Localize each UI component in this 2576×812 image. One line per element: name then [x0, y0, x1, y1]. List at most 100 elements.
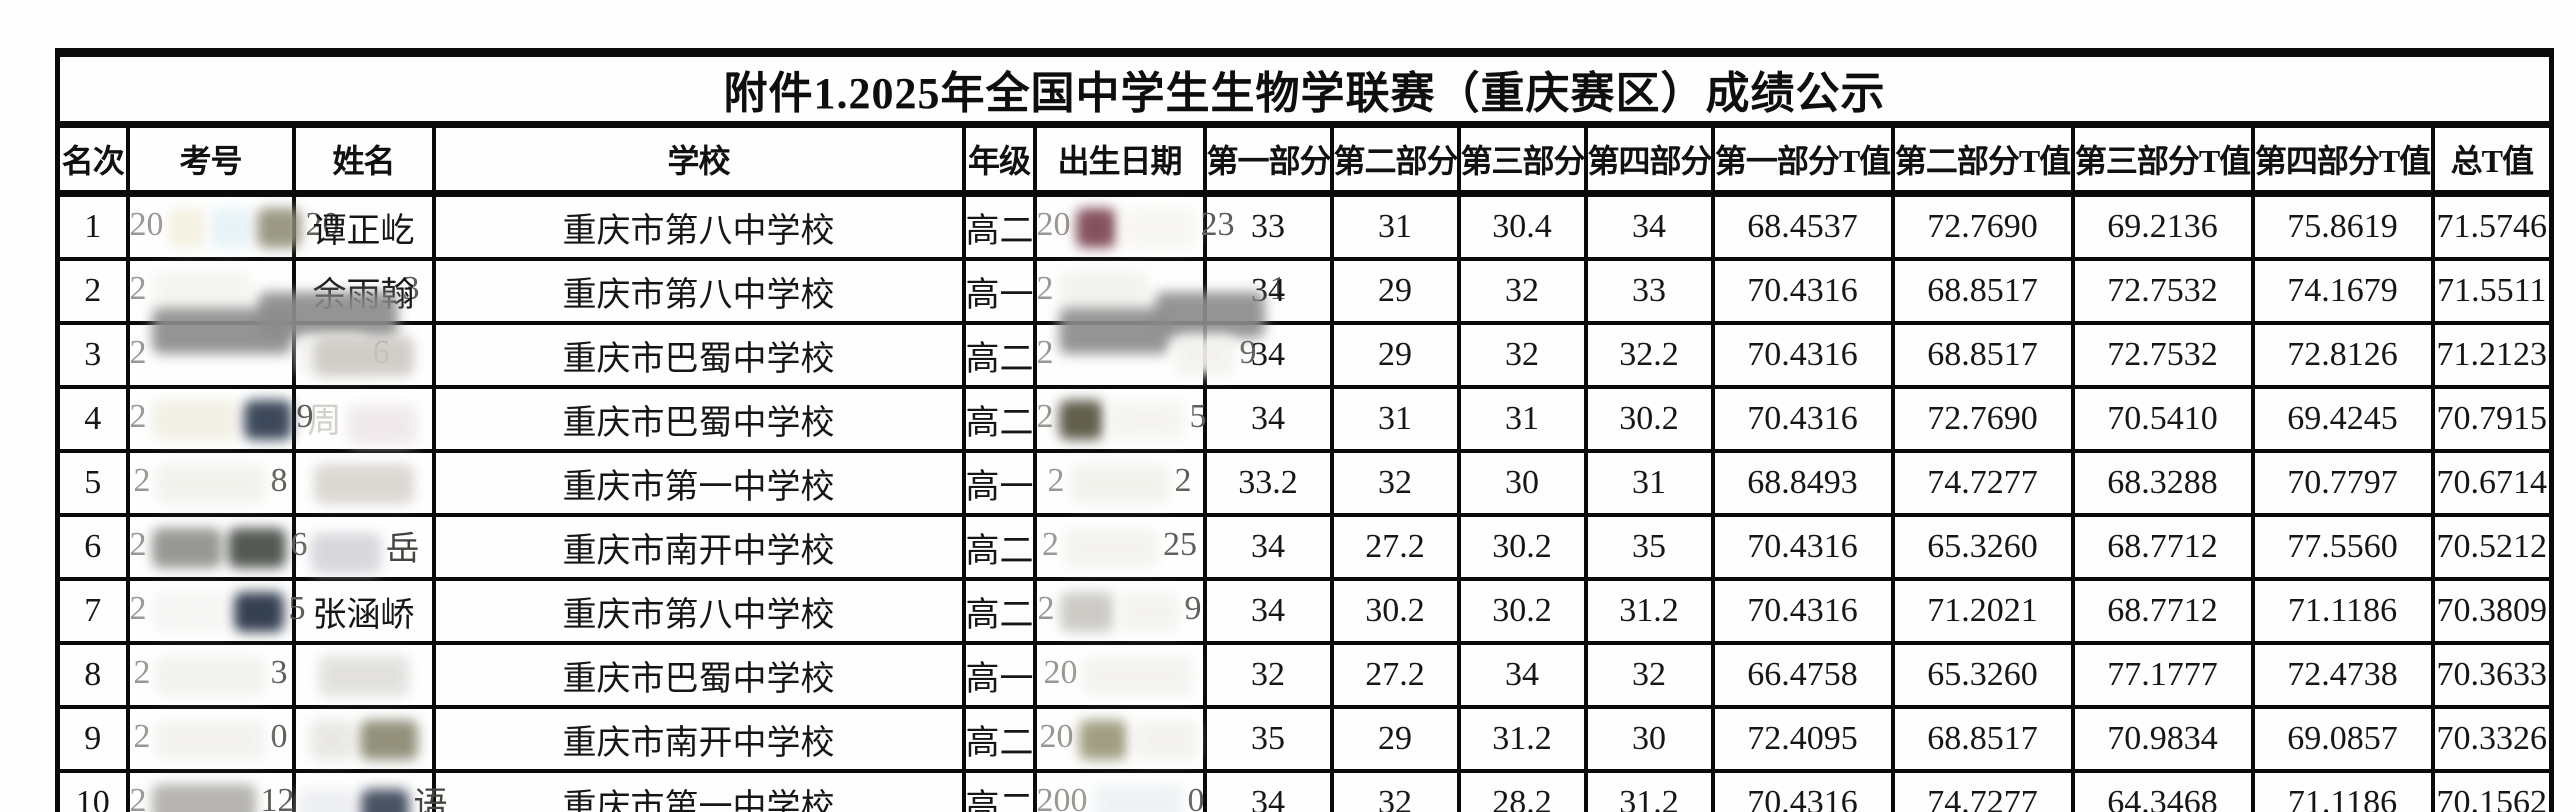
cell-part3_t: 68.7712: [2070, 513, 2255, 581]
cell-part4_t: 75.8619: [2250, 191, 2435, 261]
cell-rank: 3: [55, 321, 130, 389]
cell-part3_t: 70.5410: [2070, 385, 2255, 453]
redaction-patch: [151, 591, 228, 632]
cell-grade: 高二: [961, 705, 1037, 773]
redacted-suffix: 2: [1174, 462, 1192, 500]
cell-name: 语: [291, 769, 448, 812]
table-row: 7 2 5 张涵峤 重庆市第八中学校 高二 2 9 34 30.2 30.2 31.2 70.4316 7…: [55, 577, 2554, 645]
cell-school: 重庆市巴蜀中学校: [431, 321, 966, 389]
cell-exam_no: 2 12: [125, 769, 296, 812]
cell-part4_t: 71.1186: [2250, 769, 2435, 812]
redacted-prefix: 2: [1036, 398, 1054, 436]
cell-part1_t: 70.4316: [1710, 321, 1895, 389]
cell-grade: 高一: [961, 449, 1037, 517]
table-row: 5 2 8 重庆市第一中学校 高一 2 2 33.2 32 30 31 68.8493 74.7277 6…: [55, 449, 2554, 517]
page-title: 附件1.2025年全国中学生生物学联赛（重庆赛区）成绩公示: [55, 50, 2554, 128]
cell-part3: 31: [1456, 385, 1588, 453]
col-header-part2_t: 第二部分T值: [1890, 122, 2075, 197]
redacted-prefix: 2: [129, 526, 147, 564]
cell-part2: 27.2: [1329, 513, 1461, 581]
redacted-prefix: 200: [1036, 782, 1088, 812]
cell-part2_t: 71.2021: [1890, 577, 2075, 645]
cell-grade: 高一: [961, 257, 1037, 325]
redaction-patch: [168, 207, 205, 248]
redaction-patch: [1059, 591, 1114, 632]
cell-birth_date: 20: [1032, 641, 1207, 709]
cell-part2: 29: [1329, 321, 1461, 389]
redaction-patch: [298, 788, 355, 812]
cell-grade: 高二: [961, 191, 1037, 261]
cell-school: 重庆市第八中学校: [431, 577, 966, 645]
cell-part2_t: 72.7690: [1890, 385, 2075, 453]
redacted-suffix: 9: [1184, 590, 1202, 628]
cell-rank: 9: [55, 705, 130, 773]
col-header-part3: 第三部分: [1456, 122, 1588, 197]
cell-school: 重庆市巴蜀中学校: [431, 641, 966, 709]
cell-part4_t: 71.1186: [2250, 577, 2435, 645]
redacted-prefix: 2: [1036, 333, 1054, 371]
cell-part2_t: 68.8517: [1890, 321, 2075, 389]
cell-part2_t: 65.3260: [1890, 641, 2075, 709]
redacted-prefix: 2: [1047, 462, 1065, 500]
cell-birth_date: 200 0: [1032, 769, 1207, 812]
redaction-patch: [313, 463, 414, 504]
cell-name: [291, 449, 436, 517]
redaction-patch: [1064, 527, 1158, 568]
redacted-prefix: 2: [133, 462, 151, 500]
cell-text: 张涵峤: [312, 596, 415, 634]
cell-part4: 35: [1583, 513, 1715, 581]
cell-part1: 33.2: [1202, 449, 1334, 517]
cell-birth_date: 20: [1032, 705, 1207, 773]
cell-rank: 6: [55, 513, 130, 581]
cell-part3: 28.2: [1456, 769, 1588, 812]
cell-part1_t: 70.4316: [1710, 257, 1895, 325]
redaction-patch: [1119, 591, 1180, 632]
cell-part4: 33: [1583, 257, 1715, 325]
cell-name: 岳: [291, 513, 436, 581]
redaction-patch: [1121, 207, 1196, 248]
cell-part1_t: 72.4095: [1710, 705, 1895, 773]
cell-grade: 高二: [961, 577, 1037, 645]
redacted-prefix: 2: [1037, 590, 1055, 628]
table-row: 8 2 3 重庆市巴蜀中学校 高一 20 32 27.2 34 32 66.4758 65.3260 7…: [55, 641, 2554, 709]
cell-total_t: 71.5746: [2430, 191, 2554, 261]
redaction-patch: [313, 335, 414, 376]
cell-part4: 32: [1583, 641, 1715, 709]
cell-part2: 27.2: [1329, 641, 1461, 709]
redacted-prefix: 20: [1039, 718, 1074, 756]
cell-rank: 10: [55, 769, 130, 812]
redaction-patch: [1154, 292, 1265, 338]
redacted-prefix: 20: [1043, 654, 1078, 692]
table-row: 4 2 9 周重庆市巴蜀中学校 高二 2 5 34 31 31 30.2 70.4316 72.7690…: [55, 385, 2554, 453]
cell-total_t: 71.5511: [2430, 257, 2554, 325]
cell-total_t: 70.3633: [2430, 641, 2554, 709]
redaction-patch: [1069, 463, 1170, 504]
redaction-patch: [346, 404, 417, 445]
cell-part3: 30.4: [1456, 191, 1588, 261]
cell-grade: 高二: [961, 321, 1037, 389]
redaction-patch: [227, 527, 286, 568]
redaction-patch: [1132, 719, 1197, 760]
table-body: 1 20 20 谭正屹 重庆市第八中学校 高二 20 23 33 31 30.4 34 68.4537 7…: [55, 191, 2554, 812]
cell-name: 周: [291, 385, 436, 453]
cell-part1: 34: [1202, 385, 1334, 453]
cell-part2_t: 74.7277: [1890, 769, 2075, 812]
redaction-patch: [1058, 271, 1149, 311]
redacted-suffix: 语: [413, 787, 448, 812]
cell-rank: 4: [55, 385, 130, 453]
cell-grade: 高二: [961, 385, 1037, 453]
redaction-patch: [1082, 655, 1193, 696]
col-header-part4: 第四部分: [1583, 122, 1715, 197]
cell-part3: 30.2: [1456, 513, 1588, 581]
redacted-prefix: 周: [307, 403, 342, 441]
cell-school: 重庆市南开中学校: [431, 513, 966, 581]
cell-total_t: 70.6714: [2430, 449, 2554, 517]
redaction-patch: [233, 591, 284, 632]
